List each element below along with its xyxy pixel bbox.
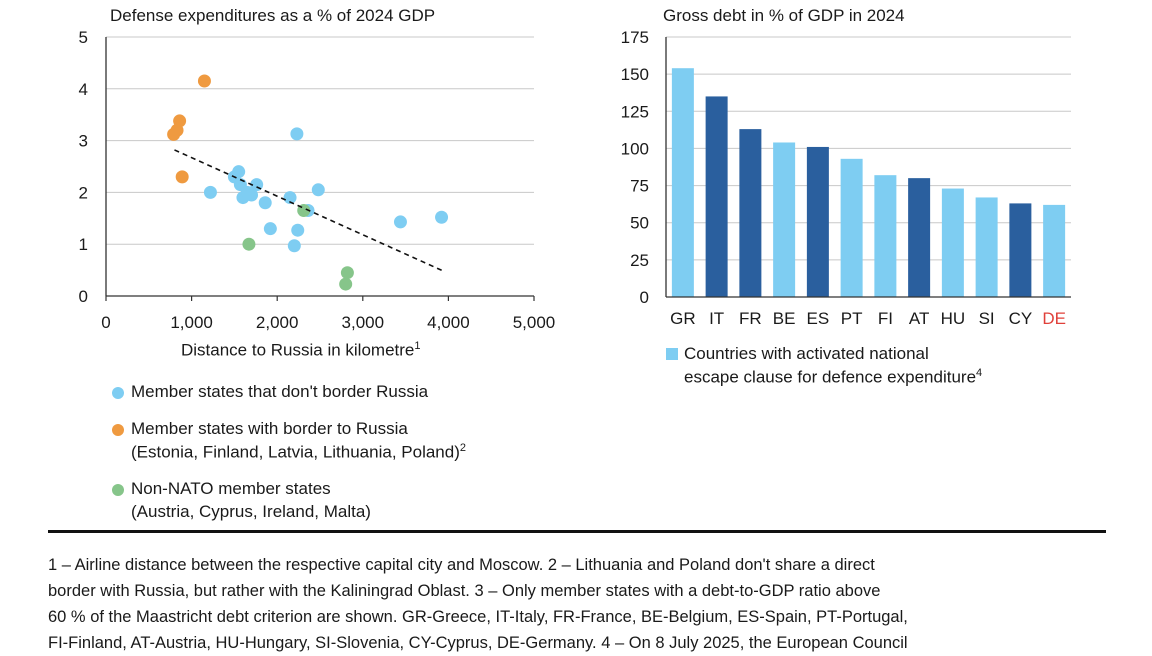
legend-label-non-border: Member states that don't border Russia xyxy=(131,382,429,401)
bar-y-tick-label: 175 xyxy=(621,28,649,47)
bar-x-tick-label: AT xyxy=(909,309,929,328)
bar-x-tick-label: ES xyxy=(807,309,830,328)
scatter-point xyxy=(287,239,301,253)
bar-y-tick-label: 75 xyxy=(630,177,649,196)
bar-x-tick-label: DE xyxy=(1042,309,1066,328)
bar-x-tick-label: FR xyxy=(739,309,762,328)
bar xyxy=(1009,203,1032,297)
bar-title: Gross debt in % of GDP in 2024 xyxy=(663,6,905,25)
scatter-y-tick-label: 1 xyxy=(79,235,88,254)
bar xyxy=(705,96,728,297)
scatter-title: Defense expenditures as a % of 2024 GDP xyxy=(110,6,436,25)
bar-y-tick-label: 50 xyxy=(630,214,649,233)
bar xyxy=(671,68,694,297)
scatter-x-tick-label: 2,000 xyxy=(256,313,299,332)
legend-marker-escape-clause xyxy=(666,348,678,360)
scatter-point xyxy=(263,222,277,236)
bar-x-tick-label: IT xyxy=(709,309,724,328)
scatter-point xyxy=(311,183,325,197)
legend-label-escape-clause-2: escape clause for defence expenditure4 xyxy=(684,367,983,387)
bar xyxy=(806,146,829,297)
bar xyxy=(908,178,931,297)
bar xyxy=(874,175,897,297)
scatter-point xyxy=(291,223,305,237)
legend-label-non-nato: Non-NATO member states xyxy=(131,479,331,498)
bar-x-tick-label: PT xyxy=(841,309,863,328)
bar-y-tick-label: 100 xyxy=(621,139,649,158)
scatter-x-tick-label: 0 xyxy=(101,313,110,332)
bar xyxy=(773,142,796,297)
scatter-y-tick-label: 3 xyxy=(79,132,88,151)
scatter-point xyxy=(245,188,259,202)
scatter-chart: 0 1 2 3 4 5 0 1,000 2,000 3,000 4,000 5,000 xyxy=(79,28,556,332)
legend-label-border-detail: (Estonia, Finland, Latvia, Lithuania, Po… xyxy=(131,442,466,462)
scatter-point xyxy=(258,196,272,210)
legend-label-non-nato-detail: (Austria, Cyprus, Ireland, Malta) xyxy=(131,502,371,521)
scatter-point xyxy=(290,127,304,141)
scatter-x-tick-label: 3,000 xyxy=(342,313,385,332)
scatter-point xyxy=(232,165,246,179)
scatter-point xyxy=(393,215,407,229)
divider xyxy=(48,530,1106,533)
bar-chart: 0 25 50 75 100 125 150 175 GR IT FR BE ES PT FI AT HU SI… xyxy=(621,28,1071,328)
bar-x-tick-label: BE xyxy=(773,309,796,328)
legend-label-border: Member states with border to Russia xyxy=(131,419,408,438)
bar-y-tick-label: 0 xyxy=(640,288,649,307)
scatter-point xyxy=(242,237,256,251)
scatter-x-tick-label: 1,000 xyxy=(170,313,213,332)
legend-marker-border xyxy=(112,424,124,436)
scatter-point xyxy=(340,266,354,280)
legend-marker-non-nato xyxy=(112,484,124,496)
scatter-y-tick-label: 5 xyxy=(79,28,88,47)
scatter-y-tick-label: 4 xyxy=(79,80,88,99)
footnote-line-2: border with Russia, but rather with the … xyxy=(48,582,881,600)
trend-line xyxy=(174,149,443,272)
footnote-line-1: 1 – Airline distance between the respect… xyxy=(48,556,875,574)
bar xyxy=(941,188,964,297)
scatter-y-tick-label: 0 xyxy=(79,287,88,306)
bar-y-tick-label: 25 xyxy=(630,251,649,270)
scatter-point xyxy=(203,185,217,199)
bar xyxy=(739,129,762,297)
scatter-x-tick-label: 5,000 xyxy=(513,313,556,332)
scatter-point xyxy=(173,114,187,128)
bar-x-tick-label: SI xyxy=(979,309,995,328)
x-axis-label: Distance to Russia in kilometre1 xyxy=(181,340,421,360)
bar xyxy=(1043,204,1066,297)
scatter-point xyxy=(339,277,353,291)
scatter-x-tick-label: 4,000 xyxy=(427,313,470,332)
bar-x-tick-label: HU xyxy=(941,309,966,328)
bar-y-tick-label: 125 xyxy=(621,102,649,121)
bar xyxy=(975,197,998,297)
scatter-point xyxy=(175,170,189,184)
legend-label-escape-clause: Countries with activated national xyxy=(684,344,929,363)
scatter-y-tick-label: 2 xyxy=(79,183,88,202)
bar-y-tick-label: 150 xyxy=(621,65,649,84)
bar-x-tick-label: GR xyxy=(670,309,696,328)
bar xyxy=(840,158,863,297)
scatter-point xyxy=(283,191,297,205)
scatter-point xyxy=(435,210,449,224)
footnote-line-3: 60 % of the Maastricht debt criterion ar… xyxy=(48,608,908,626)
footnote-line-4: FI-Finland, AT-Austria, HU-Hungary, SI-S… xyxy=(48,634,908,652)
legend-marker-non-border xyxy=(112,387,124,399)
bar-x-tick-label: FI xyxy=(878,309,893,328)
bar-x-tick-label: CY xyxy=(1009,309,1033,328)
scatter-point xyxy=(197,74,211,88)
